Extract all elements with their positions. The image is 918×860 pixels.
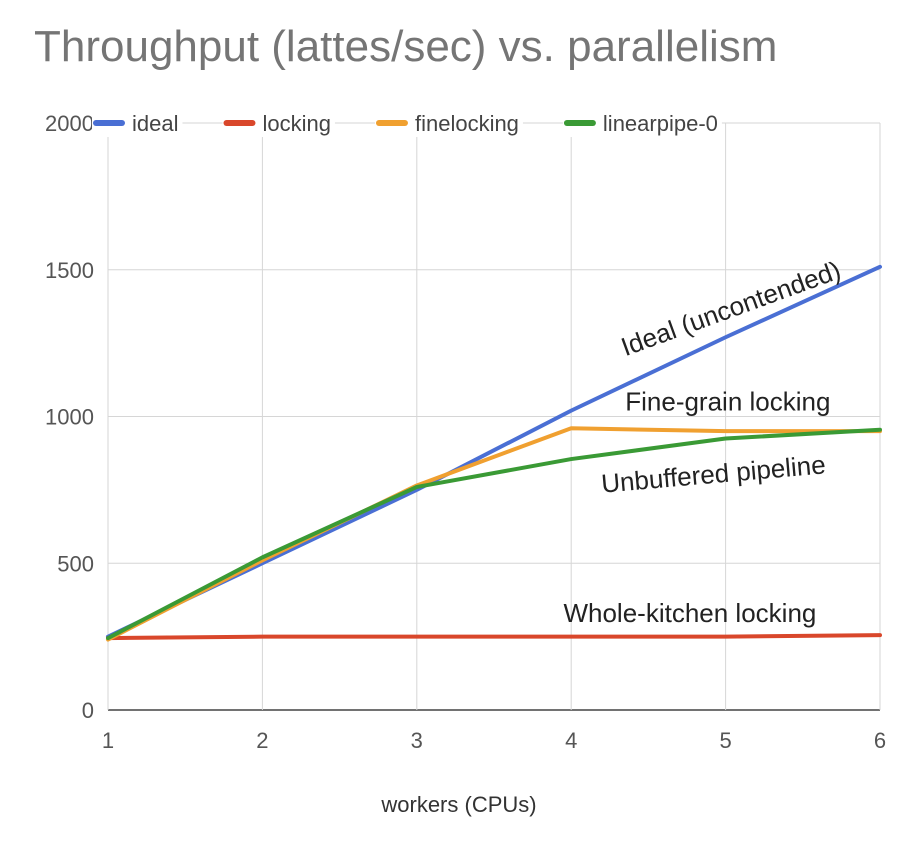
x-axis-label: workers (CPUs) — [381, 792, 537, 817]
axes: 0 500 1000 1500 2000 1 2 3 4 5 6 — [45, 111, 886, 753]
series-lines — [106, 264, 882, 642]
x-tick-label: 5 — [719, 728, 731, 753]
x-tick-label: 3 — [411, 728, 423, 753]
legend-label-ideal: ideal — [132, 111, 178, 136]
series-line-locking — [106, 633, 882, 641]
x-tick-label: 1 — [102, 728, 114, 753]
chart-title: Throughput (lattes/sec) vs. parallelism — [34, 22, 778, 71]
annotation-label: Fine-grain locking — [625, 387, 830, 417]
legend-label-finelocking: finelocking — [415, 111, 519, 136]
annotation-label: Whole-kitchen locking — [563, 598, 816, 628]
x-tick-label: 6 — [874, 728, 886, 753]
x-tick-label: 4 — [565, 728, 577, 753]
y-tick-label: 1500 — [45, 258, 94, 283]
legend-label-linearpipe-0: linearpipe-0 — [603, 111, 718, 136]
y-tick-label: 2000 — [45, 111, 94, 136]
y-tick-label: 500 — [57, 551, 94, 576]
y-tick-label: 1000 — [45, 405, 94, 430]
y-tick-label: 0 — [82, 698, 94, 723]
series-line-finelocking — [106, 426, 882, 642]
legend-label-locking: locking — [262, 111, 330, 136]
x-tick-label: 2 — [256, 728, 268, 753]
grid — [107, 122, 881, 711]
legend: ideal locking finelocking linearpipe-0 — [92, 109, 722, 137]
annotation-label: Ideal (uncontended) — [617, 255, 845, 362]
series-line-linearpipe-0 — [106, 427, 882, 641]
annotation-label: Unbuffered pipeline — [600, 449, 827, 498]
